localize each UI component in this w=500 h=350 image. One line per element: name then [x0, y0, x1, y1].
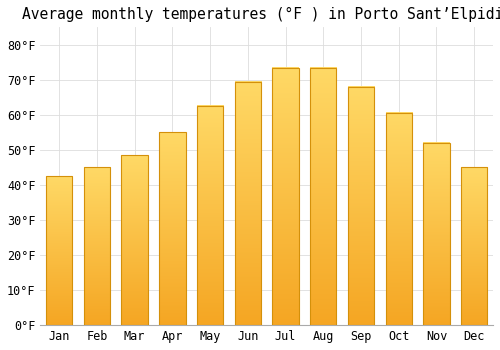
- Bar: [461, 168, 487, 325]
- Bar: [159, 132, 186, 325]
- Bar: [386, 113, 412, 325]
- Bar: [46, 176, 72, 325]
- Bar: [272, 68, 299, 325]
- Title: Average monthly temperatures (°F ) in Porto Sant’Elpidio: Average monthly temperatures (°F ) in Po…: [22, 7, 500, 22]
- Bar: [234, 82, 261, 325]
- Bar: [84, 168, 110, 325]
- Bar: [348, 87, 374, 325]
- Bar: [310, 68, 336, 325]
- Bar: [197, 106, 224, 325]
- Bar: [424, 143, 450, 325]
- Bar: [122, 155, 148, 325]
